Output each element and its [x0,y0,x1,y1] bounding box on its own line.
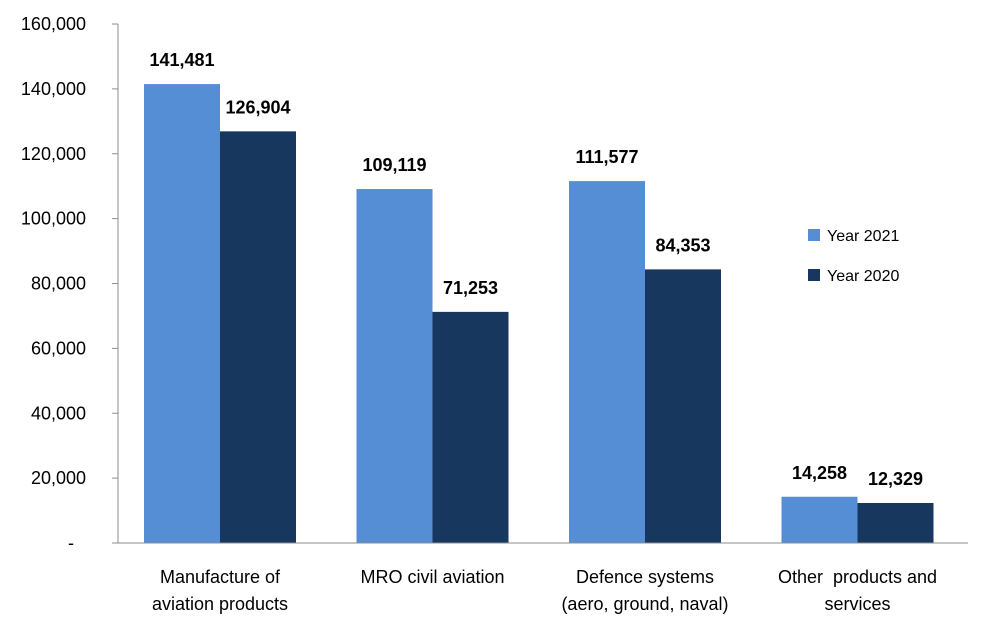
legend: Year 2021 Year 2020 [808,228,899,285]
y-tick-label: 140,000 [21,79,86,99]
bar [220,131,296,543]
y-tick-label: 40,000 [31,403,86,423]
bar [857,503,934,543]
data-label: 109,119 [362,155,426,175]
y-axis: - 20,000 40,000 60,000 80,000 100,000 120,000 1… [21,14,118,553]
x-tick-label: MRO civil aviation [360,567,504,587]
y-tick-label: - [68,533,74,553]
data-labels: 141,481 126,904 109,119 71,253 111,577 84,353… [149,50,923,489]
data-label: 71,253 [443,278,498,298]
data-label: 141,481 [149,50,214,70]
x-tick-label: aviation products [152,594,288,614]
y-tick-label: 160,000 [21,14,86,34]
x-tick-label: (aero, ground, naval) [561,594,728,614]
x-axis: Manufacture of aviation products MRO civil… [152,567,937,614]
plot-area [144,84,934,544]
bar [432,311,509,543]
x-tick-label: Other products and [778,567,937,587]
data-label: 111,577 [575,147,638,167]
y-tick-label: 100,000 [21,209,86,229]
x-tick-label: services [824,594,890,614]
y-tick-label: 120,000 [21,144,86,164]
y-tick-label: 60,000 [31,338,86,358]
y-tick-label: 80,000 [31,274,86,294]
y-tick-label: 20,000 [31,468,86,488]
x-tick-label: Defence systems [576,567,714,587]
data-label: 12,329 [868,469,923,489]
legend-label: Year 2021 [827,228,899,245]
bar [781,496,858,543]
data-label: 14,258 [792,463,847,483]
bar [645,269,721,543]
bar [569,181,645,543]
legend-swatch [808,269,820,281]
legend-label: Year 2020 [827,268,899,285]
bar [356,189,433,544]
data-label: 84,353 [655,235,710,255]
data-label: 126,904 [225,97,290,117]
x-tick-label: Manufacture of [160,567,281,587]
legend-swatch [808,229,820,241]
bar [144,84,220,543]
